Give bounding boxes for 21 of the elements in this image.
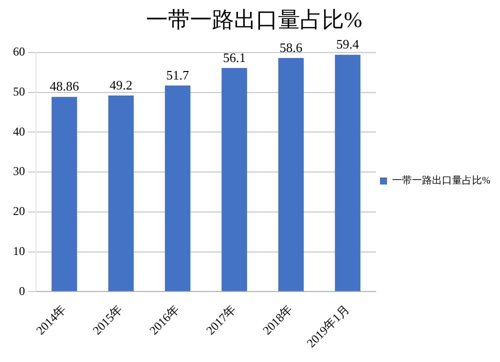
y-tick-label: 60 [13,44,25,59]
data-label: 51.7 [166,67,190,82]
y-tick-label: 30 [13,164,25,178]
data-label: 48.86 [50,78,80,94]
data-label: 58.6 [280,40,303,55]
data-label: 56.1 [222,50,246,65]
bar [108,95,134,292]
chart-title: 一带一路出口量占比% [146,6,362,32]
bar [52,96,78,292]
legend-label: 一带一路出口量占比% [392,174,490,187]
data-label: 49.2 [110,77,132,92]
y-tick-label: 50 [13,84,25,98]
bar [334,54,360,292]
y-tick-label: 20 [13,204,25,218]
y-tick-label: 0 [19,284,25,298]
y-tick-label: 10 [13,244,25,258]
data-label: 59.4 [336,36,360,52]
y-tick-label: 40 [13,124,25,138]
bar [222,68,248,292]
bar [278,58,304,292]
bar [164,85,190,292]
